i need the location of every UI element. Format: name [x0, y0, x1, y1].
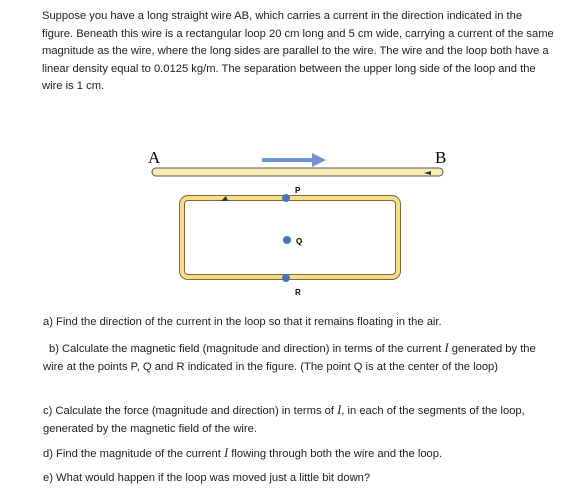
label-q: Q [296, 237, 302, 246]
wire [151, 167, 444, 177]
intro: Suppose you have a long straight wire AB… [42, 10, 554, 93]
question-text: a) Find the direction of the current in … [43, 316, 442, 328]
question-text: , in each of the segments of the loop, g… [43, 405, 525, 435]
symbol-i: I [444, 341, 449, 355]
question-text: b) Calculate the magnetic field (magnitu… [49, 343, 445, 355]
point-q [283, 236, 291, 244]
label-r: R [295, 288, 301, 297]
figure: A B P Q R [148, 148, 446, 297]
marker [424, 171, 431, 175]
question-c: c) Calculate the force (magnitude and di… [43, 402, 551, 438]
question-a: a) Find the direction of the current in … [43, 314, 553, 332]
point-p [282, 194, 290, 202]
current-arrow [262, 153, 326, 167]
label-a: A [148, 148, 161, 167]
question-d: d) Find the magnitude of the current I f… [43, 445, 553, 464]
question-text: generated by the wire at the points P, Q… [43, 343, 536, 373]
question-text: flowing through both the wire and the lo… [228, 448, 443, 460]
question-text: e) What would happen if the loop was mov… [43, 472, 371, 484]
marker [221, 196, 228, 201]
question-text: c) Calculate the force (magnitude and di… [43, 405, 338, 417]
question-e: e) What would happen if the loop was mov… [43, 470, 553, 488]
label-p: P [295, 186, 301, 195]
label-b: B [435, 148, 446, 167]
question-text: d) Find the magnitude of the current [43, 448, 224, 460]
point-r [282, 274, 290, 282]
symbol-i: I [223, 446, 229, 460]
question-b: b) Calculate the magnetic field (magnitu… [43, 340, 551, 376]
symbol-i: I [337, 403, 342, 417]
